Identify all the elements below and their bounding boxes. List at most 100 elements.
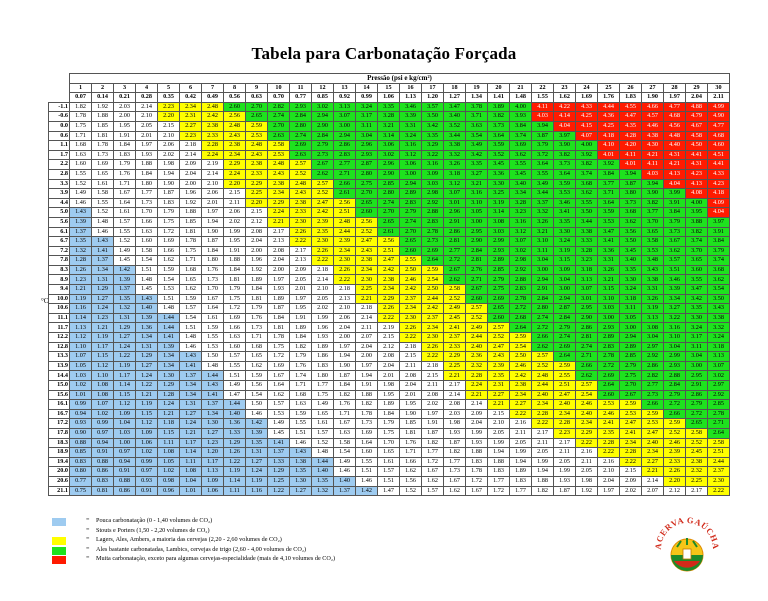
volume-cell: 1.65: [311, 408, 334, 420]
volume-cell: 3.13: [707, 351, 730, 362]
volume-cell: 1.02: [91, 408, 114, 420]
volume-cell: 2.01: [201, 197, 224, 209]
volume-cell: 1.84: [223, 264, 246, 276]
volume-cell: 2.71: [707, 418, 730, 429]
volume-cell: 2.11: [575, 456, 598, 468]
volume-cell: 1.04: [179, 475, 202, 487]
volume-cell: 2.16: [575, 447, 598, 458]
volume-cell: 2.69: [597, 370, 620, 381]
carbonation-table: Pressão (psi e kg/cm²) 1 2 3 4 5 6 7 8 9 10 11 12 13 1…: [48, 73, 730, 497]
kg-header: 1.41: [487, 92, 510, 103]
table-row: 15.0 1.02 1.08 1.14 1.22 1.29 1.34 1.43 1.49 1.56…: [48, 380, 730, 391]
volume-cell: 2.62: [311, 168, 334, 180]
volume-cell: 2.18: [399, 341, 422, 353]
legend-swatch: [52, 527, 66, 536]
volume-cell: 2.60: [487, 312, 510, 324]
volume-cell: 1.64: [355, 437, 378, 449]
volume-cell: 4.22: [553, 101, 576, 113]
volume-cell: 1.66: [135, 216, 158, 228]
volume-cell: 1.22: [113, 351, 136, 362]
volume-cell: 2.34: [399, 303, 422, 314]
volume-cell: 2.17: [267, 226, 290, 238]
volume-cell: 3.04: [531, 255, 554, 266]
volume-cell: 2.68: [509, 312, 532, 324]
volume-cell: 2.05: [289, 274, 312, 286]
volume-cell: 2.54: [575, 389, 598, 401]
volume-cell: 3.06: [399, 159, 422, 170]
volume-cell: 1.43: [69, 207, 92, 218]
volume-cell: 3.55: [685, 274, 708, 286]
volume-cell: 1.67: [333, 418, 356, 429]
volume-cell: 1.82: [421, 437, 444, 449]
temperature-cell: 16.1: [48, 399, 70, 410]
volume-cell: 3.79: [663, 216, 686, 228]
volume-cell: 1.08: [179, 466, 202, 477]
volume-cell: 2.05: [509, 437, 532, 449]
volume-cell: 3.16: [663, 322, 686, 334]
volume-cell: 1.81: [91, 130, 114, 142]
volume-cell: 1.82: [443, 447, 466, 458]
volume-cell: 2.70: [355, 188, 378, 199]
volume-cell: 2.26: [399, 322, 422, 334]
volume-cell: 2.42: [421, 303, 444, 314]
volume-cell: 1.82: [333, 389, 356, 401]
volume-cell: 2.33: [201, 130, 224, 142]
volume-cell: 1.82: [531, 485, 554, 497]
volume-cell: 2.48: [531, 370, 554, 381]
volume-cell: 1.37: [333, 485, 356, 497]
volume-cell: 2.78: [421, 226, 444, 238]
volume-cell: 1.64: [267, 380, 290, 391]
temperature-cell: 8.9: [48, 274, 70, 286]
volume-cell: 3.12: [399, 149, 422, 161]
volume-cell: 1.34: [179, 389, 202, 401]
volume-cell: 2.84: [465, 245, 488, 257]
volume-cell: 2.44: [707, 456, 730, 468]
volume-cell: 4.01: [619, 159, 642, 170]
volume-cell: 2.43: [355, 245, 378, 257]
volume-cell: 2.05: [487, 427, 510, 439]
volume-cell: 1.51: [377, 475, 400, 487]
volume-cell: 1.24: [113, 341, 136, 353]
volume-cell: 2.80: [289, 120, 312, 132]
volume-cell: 2.85: [377, 178, 400, 190]
volume-cell: 2.83: [399, 197, 422, 209]
volume-cell: 2.74: [289, 130, 312, 142]
volume-cell: 1.88: [487, 456, 510, 468]
volume-cell: 2.20: [223, 178, 246, 190]
volume-cell: 2.26: [663, 466, 686, 477]
legend-swatch: [52, 537, 66, 546]
volume-cell: 4.11: [641, 159, 664, 170]
volume-cell: 2.20: [663, 475, 686, 487]
volume-cell: 3.16: [421, 159, 444, 170]
volume-cell: 3.55: [575, 197, 598, 209]
volume-cell: 1.79: [157, 207, 180, 218]
temperature-cell: 17.2: [48, 418, 70, 429]
volume-cell: 1.35: [289, 466, 312, 477]
volume-cell: 3.07: [333, 111, 356, 122]
volume-cell: 2.94: [619, 332, 642, 343]
volume-cell: 2.99: [487, 236, 510, 247]
volume-cell: 1.12: [91, 360, 114, 372]
volume-cell: 2.21: [487, 399, 510, 410]
volume-cell: 1.48: [311, 447, 334, 458]
volume-cell: 4.23: [685, 168, 708, 180]
volume-cell: 1.55: [355, 456, 378, 468]
volume-cell: 1.02: [135, 447, 158, 458]
volume-cell: 2.64: [509, 322, 532, 334]
volume-cell: 3.04: [553, 274, 576, 286]
volume-cell: 2.46: [399, 274, 422, 286]
volume-cell: 1.98: [377, 380, 400, 391]
volume-cell: 2.90: [377, 168, 400, 180]
volume-cell: 1.75: [377, 427, 400, 439]
volume-cell: 0.83: [69, 456, 92, 468]
psi-header: 19: [465, 82, 488, 94]
volume-cell: 1.23: [201, 437, 224, 449]
temperature-cell: 11.7: [48, 322, 70, 334]
volume-cell: 2.40: [531, 389, 554, 401]
volume-cell: 3.46: [399, 101, 422, 113]
volume-cell: 4.60: [707, 140, 730, 151]
volume-cell: 2.37: [707, 466, 730, 477]
volume-cell: 3.73: [663, 226, 686, 238]
legend-equals: =: [86, 536, 90, 543]
volume-cell: 2.17: [443, 380, 466, 391]
